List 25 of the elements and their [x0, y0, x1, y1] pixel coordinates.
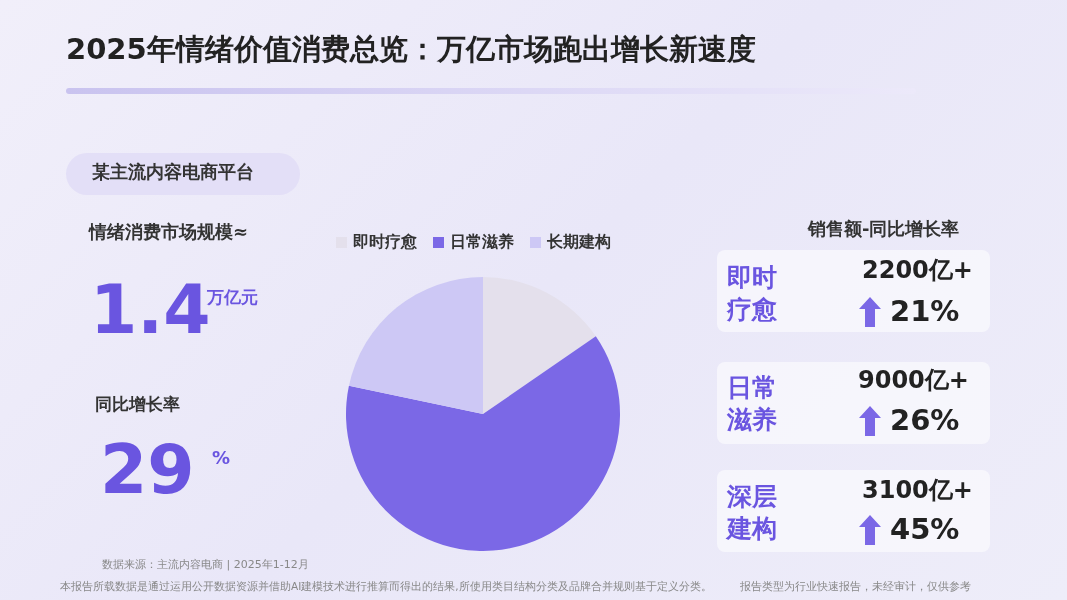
text: 深层建构	[727, 481, 778, 545]
chart-title: 2025年情绪价值消费总览：万亿市场跑出增长新速度	[66, 31, 756, 68]
pie-slice	[483, 277, 596, 414]
legend-label: 长期建构	[547, 232, 611, 253]
text: 本报告所载数据是通过运用公开数据资源并借助AI建模技术进行推算而得出的结果,所使用类目结构分类及品牌合并规则基于定义分类。	[60, 580, 712, 594]
source-note: 数据来源：主流内容电商 | 2025年1-12月	[102, 557, 309, 572]
text: %	[212, 447, 231, 468]
text: 45%	[890, 512, 960, 546]
text: 某主流内容电商平台	[92, 160, 254, 184]
text: 2200亿+	[862, 255, 973, 286]
text: 报告类型为行业快速报告，未经审计，仅供参考	[740, 580, 971, 594]
text: 21%	[890, 294, 960, 328]
text: 29	[100, 430, 195, 509]
legend-label: 即时疗愈	[353, 232, 417, 253]
pie-slice	[346, 336, 620, 551]
text: 即时疗愈	[727, 262, 778, 326]
pie-slice	[348, 277, 483, 414]
text: 销售额-同比增长率	[808, 217, 960, 241]
text: 情绪消费市场规模≈	[89, 220, 249, 244]
legend-label: 日常滋养	[450, 232, 514, 253]
text: 26%	[890, 403, 960, 437]
text: 9000亿+	[858, 365, 969, 396]
text: 3100亿+	[862, 475, 973, 506]
text: 日常滋养	[727, 372, 778, 436]
text: 同比增长率	[95, 393, 180, 416]
